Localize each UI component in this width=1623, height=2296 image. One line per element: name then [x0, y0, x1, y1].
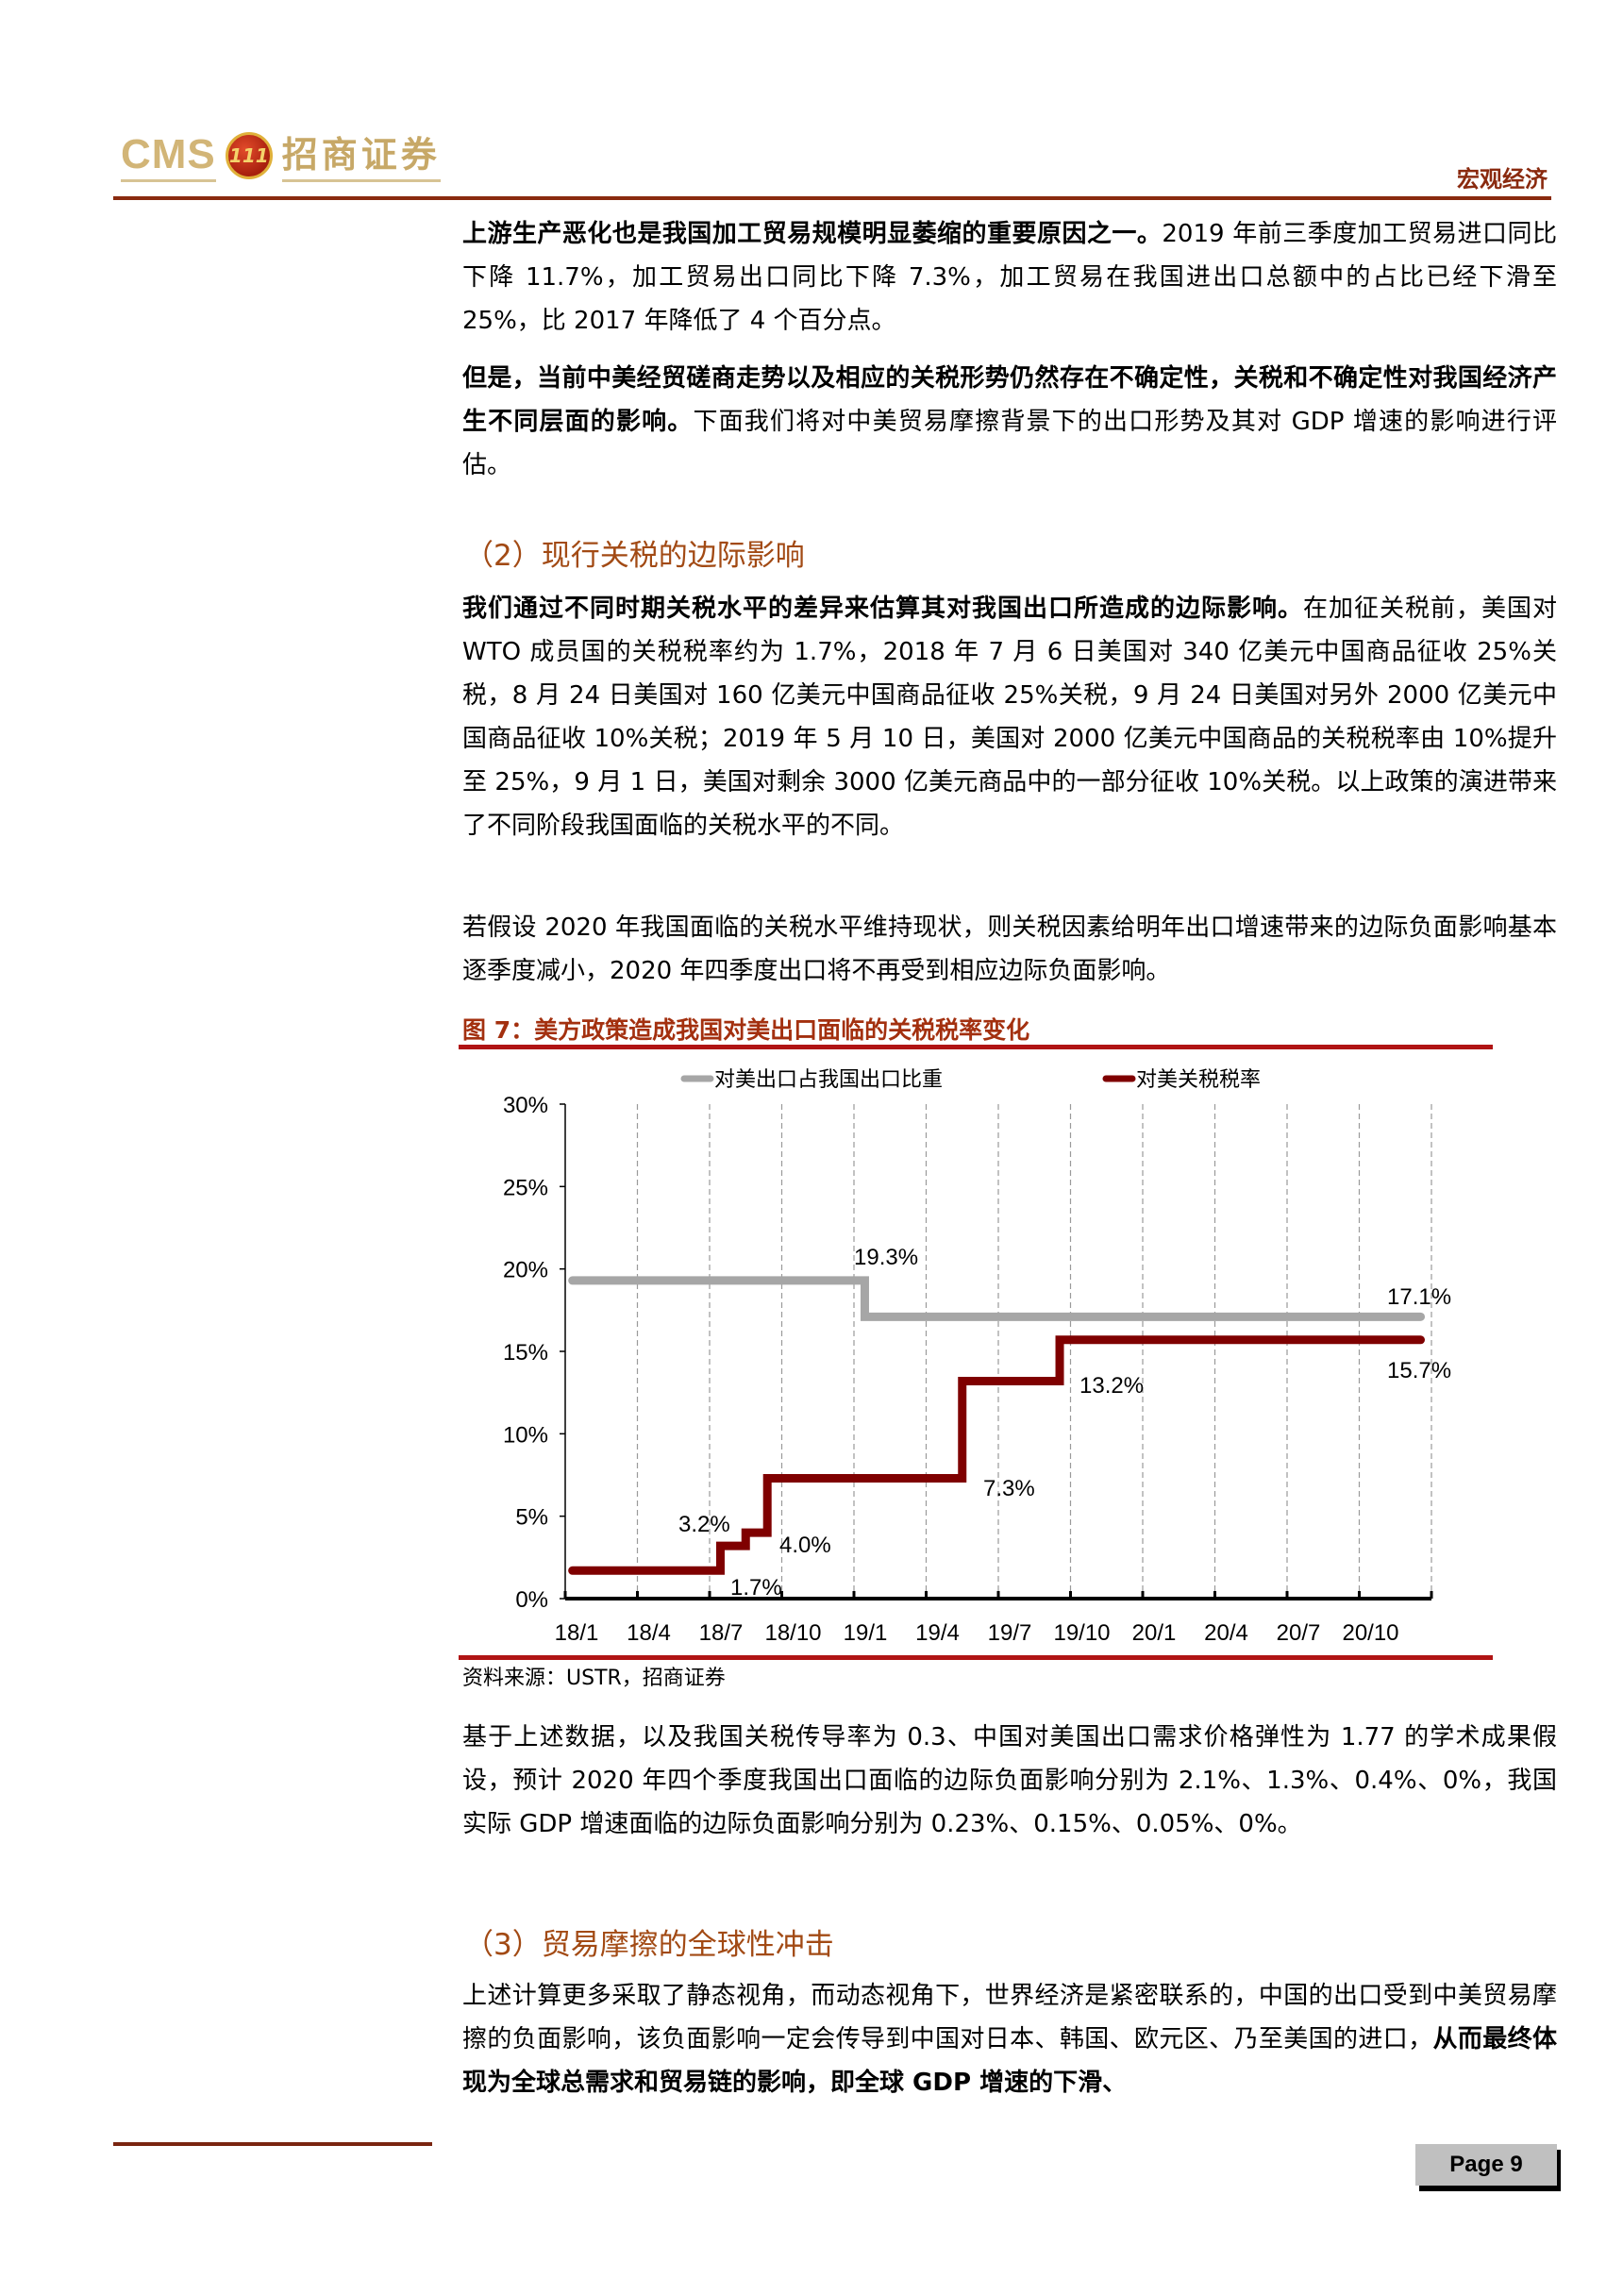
legend-label: 对美出口占我国出口比重	[714, 1068, 943, 1092]
data-label: 1.7%	[730, 1575, 782, 1600]
figure-bottom-rule	[459, 1655, 1493, 1660]
chart-data-labels: 19.3% 17.1% 1.7% 3.2% 4.0% 7.3% 13.2% 15.7%	[678, 1245, 1451, 1600]
y-tick-label: 30%	[503, 1093, 548, 1118]
chart-gridlines	[636, 1104, 1432, 1599]
paragraph-2: 但是，当前中美经贸磋商走势以及相应的关税形势仍然存在不确定性，关税和不确定性对我…	[462, 357, 1557, 487]
chart-series	[568, 1276, 1426, 1575]
y-tick-label: 5%	[515, 1505, 548, 1531]
figure-title: 图 7：美方政策造成我国对美出口面临的关税税率变化	[462, 1016, 1030, 1044]
paragraph-1-text: 2019 年前三季度加工贸易进口同比下降 11.7%，加工贸易出口同比下降 7.…	[462, 220, 1557, 335]
x-tick-label: 19/7	[988, 1620, 1032, 1646]
x-tick-label: 20/4	[1204, 1620, 1248, 1646]
footer-divider	[113, 2142, 432, 2146]
x-tick-label: 18/7	[699, 1620, 744, 1646]
data-label: 17.1%	[1387, 1284, 1451, 1310]
logo-latin-text: CMS	[121, 130, 216, 182]
logo-badge-icon: 111	[225, 132, 273, 179]
paragraph-3-text: 在加征关税前，美国对 WTO 成员国的关税税率约为 1.7%，2018 年 7 …	[462, 595, 1557, 840]
page-number: Page 9	[1415, 2144, 1557, 2186]
section-heading-2: （2）现行关税的边际影响	[464, 539, 805, 573]
figure-top-rule	[459, 1045, 1493, 1049]
chart-legend: 对美出口占我国出口比重 对美关税税率	[680, 1068, 1261, 1092]
tariff-rate-line	[568, 1335, 1426, 1575]
data-label: 19.3%	[854, 1245, 918, 1270]
paragraph-3: 我们通过不同时期关税水平的差异来估算其对我国出口所造成的边际影响。在加征关税前，…	[462, 587, 1557, 847]
paragraph-2-bold: 但是，当前中美经贸磋商走势以及相应的关税形势仍然存在不确定性，关税和不确定性对我…	[462, 364, 1557, 436]
y-tick-label: 20%	[503, 1258, 548, 1283]
section-heading-3: （3）贸易摩擦的全球性冲击	[464, 1928, 834, 1962]
x-tick-label: 19/4	[915, 1620, 960, 1646]
y-tick-label: 15%	[503, 1340, 548, 1366]
data-label: 4.0%	[779, 1533, 831, 1558]
header-divider	[113, 196, 1551, 200]
figure-source: 资料来源：USTR，招商证券	[462, 1667, 726, 1690]
x-tick-label: 20/7	[1277, 1620, 1321, 1646]
data-label: 15.7%	[1387, 1358, 1451, 1383]
paragraph-2-text: 下面我们将对中美贸易摩擦背景下的出口形势及其对 GDP 增速的影响进行评估。	[462, 408, 1557, 479]
x-tick-label: 19/10	[1053, 1620, 1110, 1646]
section-label: 宏观经济	[1457, 165, 1548, 193]
x-tick-label: 20/10	[1342, 1620, 1398, 1646]
paragraph-6-bold: 从而最终体现为全球总需求和贸易链的影响，即全球 GDP 增速的下滑、	[462, 2025, 1557, 2097]
paragraph-1: 上游生产恶化也是我国加工贸易规模明显萎缩的重要原因之一。2019 年前三季度加工…	[462, 212, 1557, 343]
y-tick-label: 0%	[515, 1587, 548, 1613]
paragraph-5: 基于上述数据，以及我国关税传导率为 0.3、中国对美国出口需求价格弹性为 1.7…	[462, 1723, 1557, 1838]
y-tick-label: 25%	[503, 1175, 548, 1200]
paragraph-6-text: 上述计算更多采取了静态视角，而动态视角下，世界经济是紧密联系的，中国的出口受到中…	[462, 1982, 1557, 2053]
x-tick-label: 18/1	[555, 1620, 599, 1646]
logo-chinese-text: 招商证券	[281, 130, 441, 182]
paragraph-3-bold: 我们通过不同时期关税水平的差异来估算其对我国出口所造成的边际影响。	[462, 595, 1303, 623]
paragraph-6: 上述计算更多采取了静态视角，而动态视角下，世界经济是紧密联系的，中国的出口受到中…	[462, 1974, 1557, 2104]
data-label: 7.3%	[983, 1476, 1035, 1501]
x-tick-label: 19/1	[844, 1620, 888, 1646]
company-logo: CMS 111 招商证券	[121, 127, 441, 184]
paragraph-1-bold: 上游生产恶化也是我国加工贸易规模明显萎缩的重要原因之一。	[462, 220, 1163, 248]
x-tick-label: 18/10	[764, 1620, 821, 1646]
legend-label: 对美关税税率	[1136, 1068, 1261, 1092]
tariff-step-chart: 0% 5% 10% 15% 20% 25% 30% 18/1 18/4 18/7 18/10 19/1…	[503, 1068, 1451, 1646]
chart-axes: 0% 5% 10% 15% 20% 25% 30% 18/1 18/4 18/7 18/10 19/1…	[503, 1093, 1433, 1646]
export-share-line	[568, 1276, 1426, 1321]
data-label: 3.2%	[678, 1512, 730, 1537]
y-tick-label: 10%	[503, 1422, 548, 1448]
data-label: 13.2%	[1079, 1373, 1144, 1399]
x-tick-label: 18/4	[627, 1620, 671, 1646]
x-tick-label: 20/1	[1132, 1620, 1177, 1646]
paragraph-4: 若假设 2020 年我国面临的关税水平维持现状，则关税因素给明年出口增速带来的边…	[462, 913, 1557, 985]
